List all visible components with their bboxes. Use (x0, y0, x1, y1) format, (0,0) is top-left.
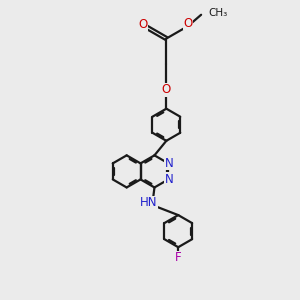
Text: N: N (165, 173, 174, 186)
Text: CH₃: CH₃ (208, 8, 228, 18)
Text: O: O (162, 83, 171, 96)
Text: N: N (165, 157, 174, 170)
Text: HN: HN (140, 196, 157, 209)
Text: F: F (175, 251, 181, 264)
Text: O: O (183, 16, 193, 30)
Text: O: O (139, 18, 148, 31)
